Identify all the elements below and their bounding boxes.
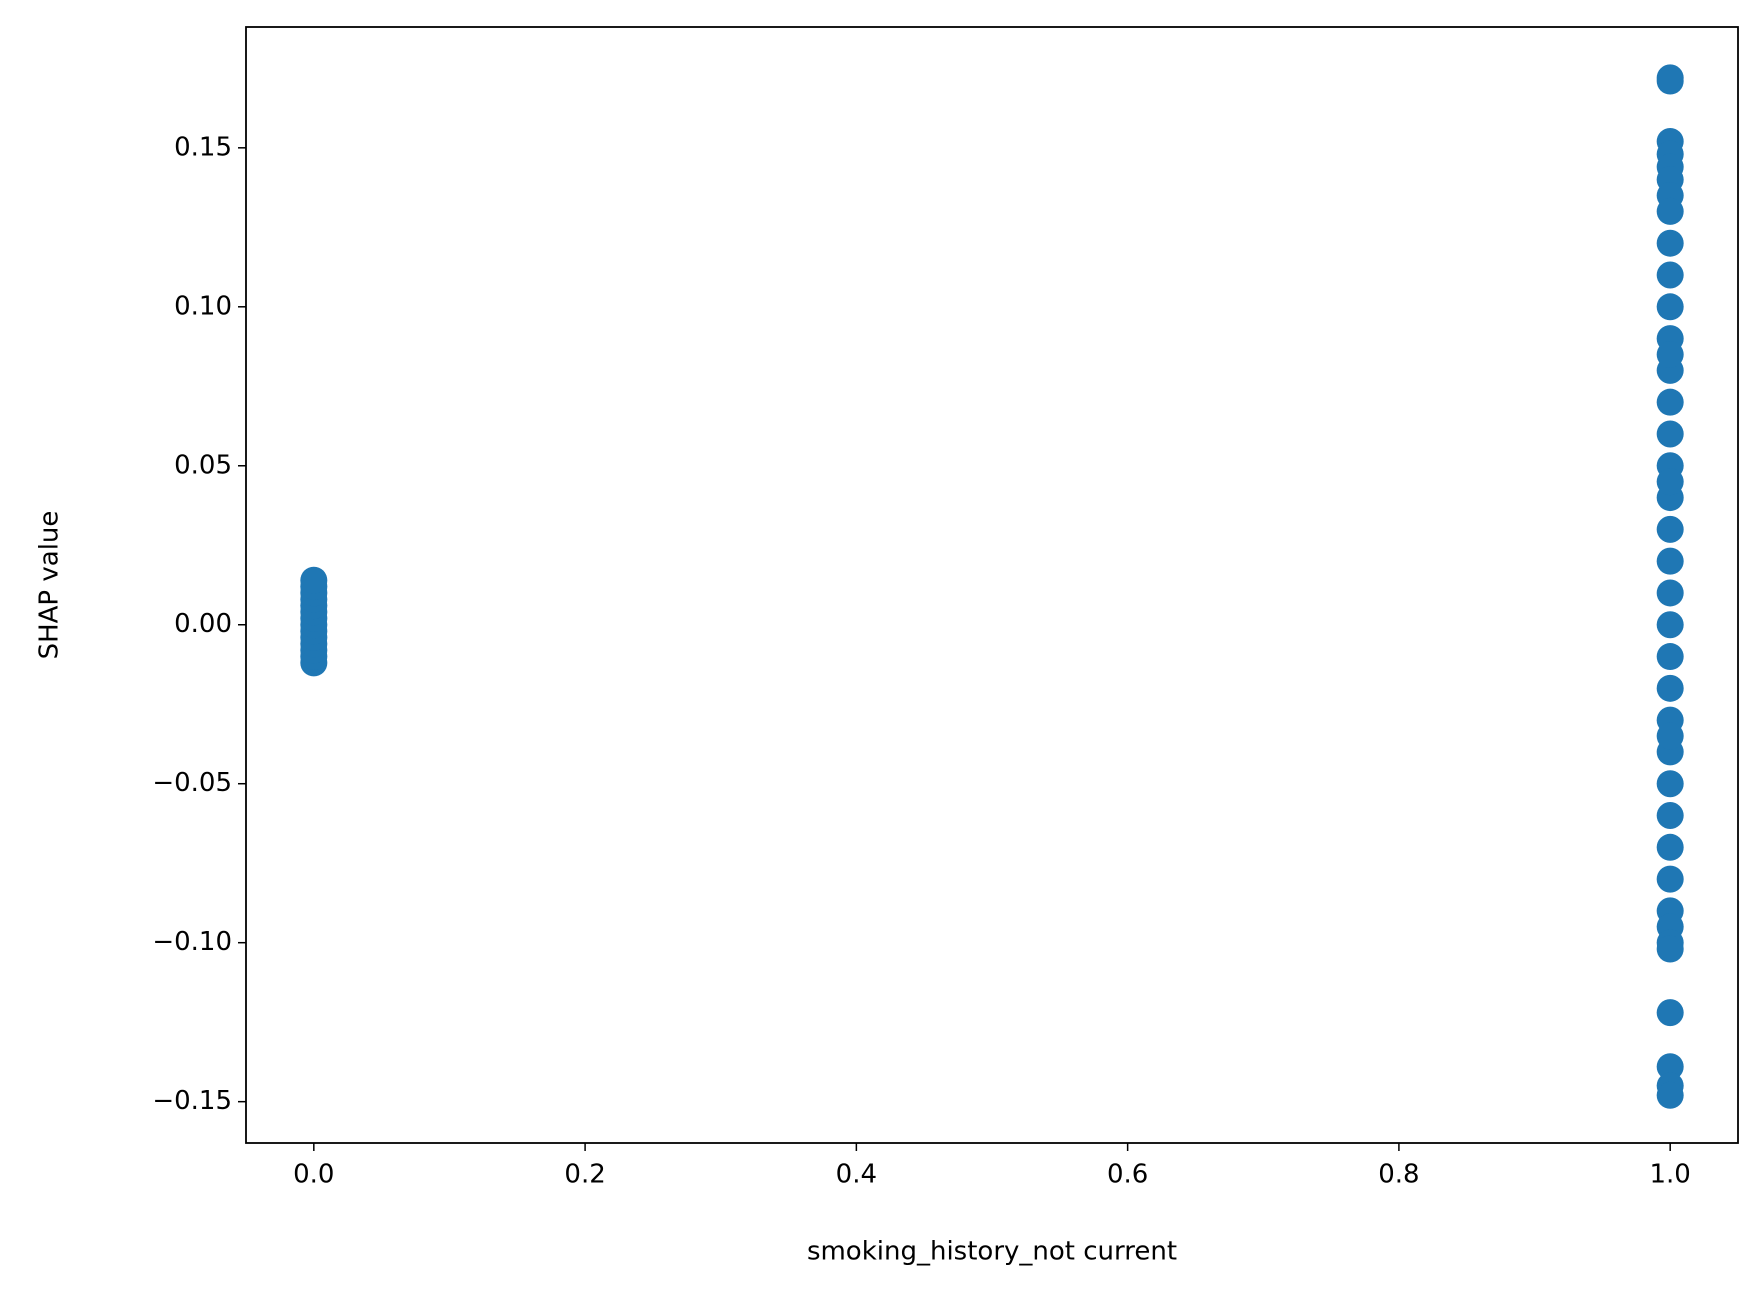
point (1656, 674, 1684, 702)
point (1656, 547, 1684, 575)
point (1656, 833, 1684, 861)
x-axis-label: smoking_history_not current (807, 1237, 1177, 1267)
point (1656, 865, 1684, 893)
point (1656, 611, 1684, 639)
point (1656, 340, 1684, 368)
point (1656, 999, 1684, 1027)
x-tick-label: 0.6 (1107, 1160, 1148, 1190)
x-tick-label: 0.8 (1378, 1160, 1419, 1190)
point (1656, 643, 1684, 671)
point (1656, 388, 1684, 416)
y-tick-label: −0.10 (152, 927, 232, 957)
point (1656, 935, 1684, 963)
x-tick-label: 1.0 (1650, 1160, 1691, 1190)
point (1656, 770, 1684, 798)
point (1656, 515, 1684, 543)
x-tick-label: 0.2 (564, 1160, 605, 1190)
point (1656, 229, 1684, 257)
point (1656, 261, 1684, 289)
plot-frame (245, 26, 1739, 1144)
y-tick-label: −0.15 (152, 1086, 232, 1116)
point (1656, 1081, 1684, 1109)
point (1656, 468, 1684, 496)
point (1656, 579, 1684, 607)
y-tick-label: 0.00 (174, 609, 232, 639)
point (1656, 722, 1684, 750)
point (300, 566, 328, 594)
y-tick-label: 0.10 (174, 291, 232, 321)
y-tick-label: −0.05 (152, 768, 232, 798)
y-axis-label: SHAP value (35, 511, 65, 660)
point (1656, 1053, 1684, 1081)
point (1656, 293, 1684, 321)
point (1656, 420, 1684, 448)
x-tick-label: 0.4 (836, 1160, 877, 1190)
point (1656, 802, 1684, 830)
y-tick-label: 0.05 (174, 450, 232, 480)
y-tick-label: 0.15 (174, 132, 232, 162)
point (1656, 197, 1684, 225)
point (1656, 67, 1684, 95)
x-tick-label: 0.0 (293, 1160, 334, 1190)
